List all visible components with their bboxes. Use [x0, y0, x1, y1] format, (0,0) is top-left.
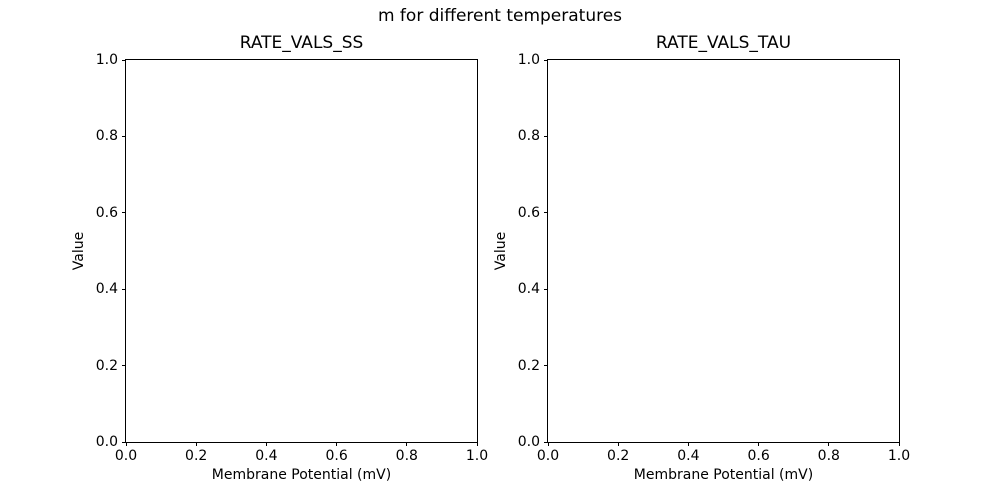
y-tick-mark	[544, 288, 548, 290]
y-tick-mark	[122, 59, 126, 61]
y-tick-label: 0.0	[95, 434, 118, 450]
y-tick-label: 0.8	[517, 128, 540, 145]
y-tick-label: 1.0	[95, 52, 118, 68]
x-tick-label: 0.0	[114, 448, 138, 464]
x-tick-mark	[476, 442, 478, 446]
x-tick-mark	[828, 442, 830, 446]
x-tick-mark	[406, 442, 408, 446]
subplot-title: RATE_VALS_TAU	[655, 33, 792, 53]
y-tick-label: 0.6	[95, 204, 118, 221]
y-tick-mark	[122, 212, 126, 214]
y-axis-label: Value	[71, 231, 87, 271]
figure-suptitle: m for different temperatures	[377, 6, 623, 26]
y-tick-mark	[544, 441, 548, 443]
y-tick-label: 1.0	[517, 52, 540, 68]
y-tick-mark	[544, 365, 548, 367]
subplot-rate-vals-tau: RATE_VALS_TAU Membrane Potential (mV) Va…	[493, 33, 910, 483]
y-tick-mark	[544, 212, 548, 214]
x-tick-label: 0.0	[536, 448, 560, 464]
x-tick-mark	[687, 442, 689, 446]
x-tick-mark	[265, 442, 267, 446]
x-tick-label: 0.2	[607, 448, 630, 464]
y-tick-mark	[122, 135, 126, 137]
y-tick-label: 0.6	[517, 204, 540, 221]
x-tick-label: 0.4	[255, 448, 278, 464]
x-tick-mark	[898, 442, 900, 446]
y-tick-label: 0.8	[95, 128, 118, 145]
y-tick-label: 0.2	[517, 357, 540, 374]
y-tick-label: 0.4	[95, 281, 118, 298]
x-axis-label: Membrane Potential (mV)	[211, 467, 392, 483]
y-tick-mark	[544, 59, 548, 61]
x-tick-label: 0.8	[395, 448, 418, 464]
x-tick-mark	[758, 442, 760, 446]
y-tick-label: 0.4	[517, 281, 540, 298]
y-tick-mark	[544, 135, 548, 137]
x-tick-label: 0.2	[185, 448, 208, 464]
x-tick-label: 1.0	[887, 448, 911, 464]
subplot-rate-vals-ss: RATE_VALS_SS Membrane Potential (mV) Val…	[71, 33, 488, 483]
x-tick-label: 0.4	[677, 448, 700, 464]
y-tick-mark	[122, 365, 126, 367]
x-tick-label: 0.8	[817, 448, 840, 464]
x-tick-mark	[195, 442, 197, 446]
x-tick-label: 0.6	[747, 448, 770, 464]
y-tick-mark	[122, 441, 126, 443]
y-tick-label: 0.2	[95, 357, 118, 374]
y-tick-label: 0.0	[517, 434, 540, 450]
x-tick-mark	[547, 442, 549, 446]
x-tick-label: 1.0	[465, 448, 489, 464]
y-axis-label: Value	[493, 231, 509, 271]
x-tick-mark	[336, 442, 338, 446]
y-tick-mark	[122, 288, 126, 290]
x-tick-mark	[125, 442, 127, 446]
x-tick-label: 0.6	[325, 448, 348, 464]
x-tick-mark	[617, 442, 619, 446]
subplot-title: RATE_VALS_SS	[239, 33, 364, 53]
x-axis-label: Membrane Potential (mV)	[633, 467, 814, 483]
